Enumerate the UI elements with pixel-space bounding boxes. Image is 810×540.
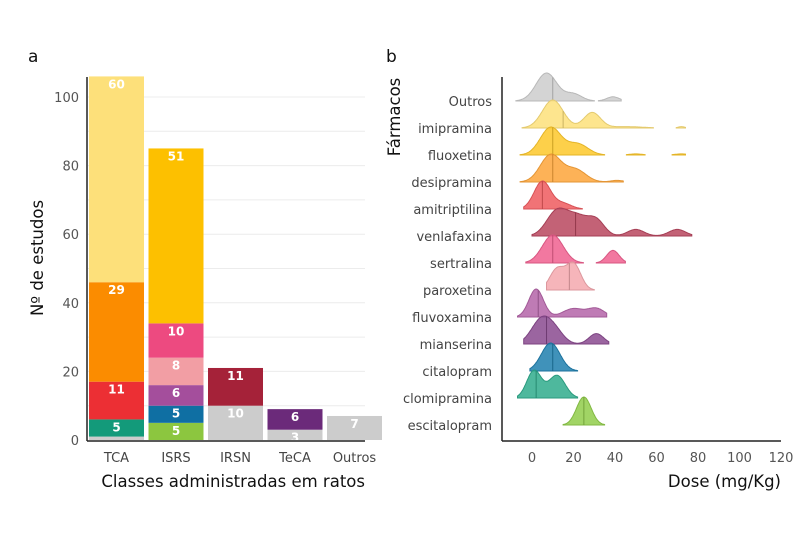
bar-data-label: 6 [172,386,180,400]
ridge-citalopram [529,342,579,372]
a-x-tick: TCA [103,451,129,466]
bar-data-label: 11 [227,369,244,383]
bar-segment-tca-0 [89,436,144,440]
ridge-mianserina [523,315,610,345]
ridge-fluoxetina-piece-2 [671,153,686,156]
b-x-tick: 80 [690,451,707,466]
a-x-tick: Outros [333,451,377,466]
bar-segment-isrs-0 [148,422,204,440]
bar-segment-tca-3 [89,282,144,382]
b-y-tick: sertralina [430,257,492,272]
b-y-tick-labels: Outros imipramina fluoxetina desipramina ami… [403,95,492,434]
bar-data-label: 10 [227,407,244,421]
b-y-tick: citalopram [422,365,492,380]
a-y-tick: 0 [71,434,79,449]
b-y-tick: desipramina [411,176,492,191]
a-x-tick: TeCA [278,451,311,466]
a-x-axis-title: Classes administradas em ratos [101,472,365,491]
panel-a: a 5 11 29 60 5 5 6 8 10 51 10 11 3 6 7 0 20 40 60 80 100 TC… [28,47,382,491]
bar-data-label: 8 [172,359,180,373]
b-x-tick: 120 [769,451,794,466]
b-y-tick: clomipramina [403,392,492,407]
b-y-tick: venlafaxina [416,230,492,245]
ridge-sertralina [525,234,584,264]
b-y-tick: escitalopram [408,419,492,434]
panel-b: b Outros imipramina fluoxetina desipramina a… [385,47,793,491]
b-y-tick: imipramina [418,122,492,137]
b-y-tick: fluoxetina [428,149,492,164]
b-y-tick: Outros [449,95,493,110]
ridge-outros-piece-1 [597,96,622,102]
bar-segment-isrs-2 [148,385,204,406]
a-y-tick: 40 [62,297,79,312]
bar-segment-isrs-4 [148,323,204,358]
b-x-tick: 40 [607,451,624,466]
bar-segment-teca-0 [267,429,323,440]
b-x-tick-labels: 0 20 40 60 80 100 120 [528,451,794,466]
ridge-fluoxetina-piece-1 [625,153,646,156]
ridge-desipramina [519,153,624,183]
ridge-fluvoxamina [517,288,608,318]
bar-segment-tca-4 [89,76,144,283]
a-y-tick: 20 [62,365,79,380]
bar-data-label: 5 [172,407,180,421]
ridge-clomipramina [517,369,579,399]
bar-segment-isrs-5 [148,148,204,324]
ridge-imipramina-piece-1 [675,126,686,129]
a-x-tick-labels: TCA ISRS IRSN TeCA Outros [103,451,376,466]
a-y-tick: 80 [62,160,79,175]
bar-data-label: 51 [168,149,185,163]
bar-segment-isrs-1 [148,405,204,423]
a-bars: 5 11 29 60 5 5 6 8 10 51 10 11 3 6 7 [89,76,382,445]
b-y-tick: amitriptilina [413,203,492,218]
b-x-tick: 60 [648,451,665,466]
bar-data-label: 5 [172,424,180,438]
a-y-tick-labels: 0 20 40 60 80 100 [54,91,79,449]
b-y-tick: fluvoxamina [412,311,492,326]
bar-data-label: 11 [108,383,125,397]
ridge-paroxetina [546,261,595,291]
bar-segment-isrs-3 [148,357,204,386]
b-y-tick: paroxetina [423,284,492,299]
b-y-tick: mianserina [420,338,492,353]
bar-segment-irsn-1 [208,367,263,406]
bar-segment-irsn-0 [208,405,263,440]
bar-segment-teca-1 [267,409,323,430]
ridge-amitriptilina [523,180,583,210]
bar-data-label: 29 [108,283,125,297]
bar-segment-outros-0 [327,415,382,440]
panel-label-b: b [386,47,397,67]
b-x-tick: 20 [565,451,582,466]
a-x-tick: ISRS [161,451,190,466]
ridge-imipramina [521,99,654,129]
a-y-tick: 60 [62,228,79,243]
bar-segment-tca-2 [89,381,144,420]
a-x-tick: IRSN [220,451,251,466]
bar-data-label: 3 [291,431,299,445]
bar-segment-tca-1 [89,419,144,437]
b-x-tick: 0 [528,451,536,466]
b-ridges [515,72,693,426]
panel-label-a: a [28,47,38,67]
bar-data-label: 6 [291,410,299,424]
ridge-outros [515,72,595,102]
bar-data-label: 5 [112,420,120,434]
b-x-axis-title: Dose (mg/Kg) [668,472,781,491]
b-x-tick: 100 [727,451,752,466]
ridge-venlafaxina [531,207,693,237]
bar-data-label: 60 [108,77,125,91]
ridge-sertralina-piece-1 [595,249,626,264]
bar-data-label: 10 [168,324,185,338]
b-y-axis-title: Fármacos [385,78,404,157]
bar-data-label: 7 [350,417,358,431]
a-y-axis-title: Nº de estudos [28,200,47,316]
a-y-tick: 100 [54,91,79,106]
ridge-fluoxetina [519,126,606,156]
